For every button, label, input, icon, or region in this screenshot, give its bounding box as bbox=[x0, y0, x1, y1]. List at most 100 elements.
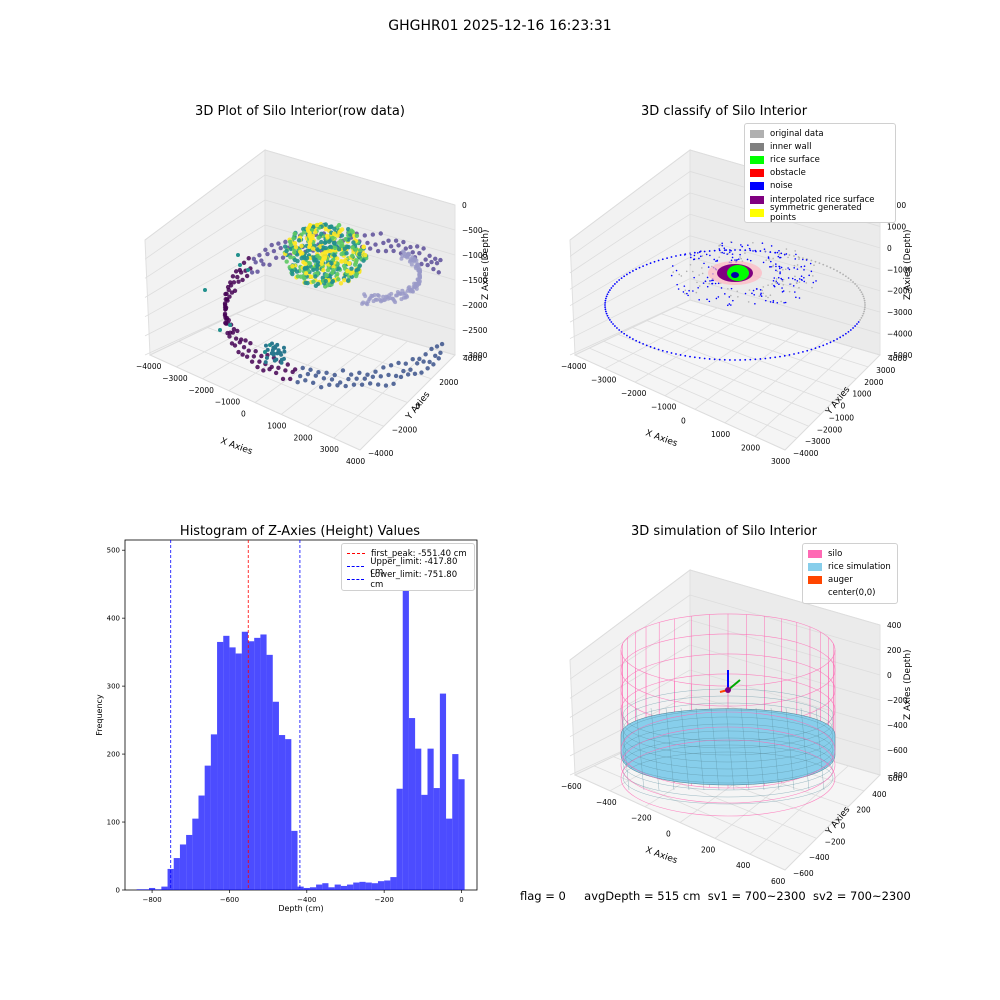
legend-item: Lower_limit: -751.80 cm bbox=[347, 570, 469, 590]
classified-point bbox=[748, 247, 751, 250]
classified-point bbox=[613, 283, 616, 285]
classified-point bbox=[767, 256, 770, 258]
classified-point bbox=[698, 274, 700, 276]
panel2-xtick: 3000 bbox=[771, 457, 790, 466]
classified-point bbox=[792, 285, 795, 287]
classified-point bbox=[696, 281, 698, 284]
raw-data-point bbox=[329, 260, 334, 266]
panel2-ztick: −5000 bbox=[887, 351, 913, 360]
raw-data-point bbox=[417, 273, 422, 278]
classified-point bbox=[689, 355, 691, 358]
legend-swatch bbox=[750, 169, 764, 178]
classified-point bbox=[769, 266, 771, 268]
raw-data-point bbox=[318, 384, 324, 390]
classified-point bbox=[805, 282, 808, 284]
classified-point bbox=[795, 296, 797, 299]
legend-item: Upper_limit: -417.80 cm bbox=[347, 557, 469, 577]
panel1-ytick: −4000 bbox=[368, 449, 394, 458]
classified-point bbox=[782, 278, 785, 281]
histogram-bar bbox=[384, 880, 391, 890]
panel4-ztick: 200 bbox=[887, 646, 902, 655]
rice-simulation-body bbox=[620, 708, 836, 786]
raw-data-point bbox=[303, 271, 309, 276]
raw-data-point bbox=[359, 382, 365, 387]
classified-point bbox=[706, 298, 708, 301]
histogram-bar bbox=[241, 631, 249, 890]
raw-data-point bbox=[429, 346, 434, 352]
raw-data-point bbox=[365, 240, 370, 246]
raw-data-point bbox=[233, 336, 239, 341]
classified-point bbox=[815, 280, 817, 282]
classified-point bbox=[698, 285, 701, 287]
raw-data-point bbox=[361, 244, 366, 250]
classified-point bbox=[794, 278, 796, 281]
raw-data-point bbox=[330, 235, 336, 241]
classified-point bbox=[714, 282, 717, 285]
classified-point bbox=[632, 338, 634, 340]
histogram-bar bbox=[340, 885, 348, 890]
raw-data-point bbox=[357, 251, 362, 257]
legend-label: obstacle bbox=[770, 168, 806, 179]
classified-point bbox=[698, 257, 700, 260]
classified-point bbox=[642, 265, 644, 268]
raw-data-point bbox=[319, 239, 324, 245]
raw-data-point bbox=[218, 328, 222, 332]
raw-data-point bbox=[273, 370, 279, 376]
classified-point bbox=[679, 254, 682, 256]
classified-point bbox=[772, 257, 774, 260]
rice-surface-shape bbox=[727, 265, 749, 281]
raw-data-point bbox=[292, 241, 297, 246]
classified-point bbox=[670, 256, 673, 258]
classified-point bbox=[684, 289, 687, 292]
classified-point bbox=[803, 269, 805, 271]
classified-point bbox=[863, 297, 865, 300]
raw-data-point bbox=[321, 376, 327, 381]
classified-point bbox=[781, 291, 784, 293]
panel4-xtick: 200 bbox=[701, 845, 716, 854]
raw-data-point bbox=[263, 350, 267, 354]
raw-data-point bbox=[375, 248, 381, 254]
raw-data-point bbox=[332, 226, 337, 232]
legend-swatch bbox=[750, 195, 764, 204]
classified-point bbox=[832, 339, 835, 342]
classified-point bbox=[698, 298, 700, 301]
panel4-ztick: −600 bbox=[887, 746, 908, 755]
classified-point bbox=[708, 300, 711, 303]
raw-data-point bbox=[343, 383, 348, 389]
legend-item: silo bbox=[808, 547, 892, 560]
panel2-ytick: −2000 bbox=[817, 425, 843, 434]
raw-data-point bbox=[323, 253, 328, 259]
legend-label: silo bbox=[828, 548, 843, 559]
panel4-xtick: 400 bbox=[736, 861, 751, 870]
raw-data-point bbox=[396, 360, 401, 366]
classified-point bbox=[604, 308, 607, 311]
raw-data-point bbox=[246, 256, 251, 261]
raw-data-point bbox=[345, 268, 350, 274]
legend-item: center(0,0) bbox=[808, 587, 892, 600]
panel4-ztick: 0 bbox=[887, 671, 892, 680]
classified-point bbox=[796, 280, 799, 282]
classified-point bbox=[604, 301, 607, 304]
classified-point bbox=[788, 254, 791, 256]
classified-point bbox=[718, 249, 721, 252]
legend-item: rice surface bbox=[750, 153, 890, 166]
histogram-bar bbox=[390, 877, 397, 890]
histogram-bar bbox=[421, 794, 428, 890]
raw-data-point bbox=[222, 313, 228, 318]
classified-point bbox=[767, 284, 769, 286]
histogram-bar bbox=[254, 637, 261, 890]
classified-point bbox=[796, 282, 798, 284]
classified-point bbox=[618, 329, 621, 331]
classified-point bbox=[752, 241, 754, 244]
classified-point bbox=[726, 253, 729, 255]
classified-point bbox=[749, 259, 752, 262]
classified-point bbox=[771, 283, 773, 285]
classified-point bbox=[723, 249, 726, 252]
histogram-bar bbox=[452, 754, 459, 890]
classified-point bbox=[861, 293, 864, 296]
classified-point bbox=[704, 280, 707, 282]
classified-point bbox=[852, 281, 854, 283]
classified-point bbox=[645, 263, 648, 266]
legend-swatch bbox=[750, 129, 764, 138]
histogram-bar bbox=[303, 887, 310, 890]
